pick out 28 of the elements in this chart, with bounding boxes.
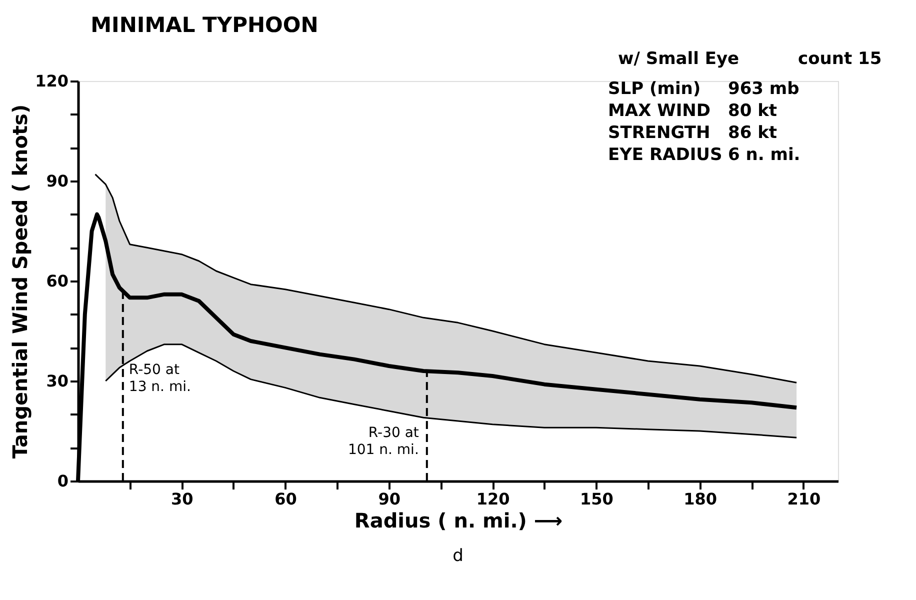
annotation: 80 kt <box>728 101 778 121</box>
x-tick-label: 60 <box>274 490 297 508</box>
y-tick-label: 30 <box>46 372 68 390</box>
x-axis-title: Radius ( n. mi.) ⟶ <box>354 508 563 532</box>
chart-title: MINIMAL TYPHOON <box>90 13 318 37</box>
annotation: 963 mb <box>728 79 800 99</box>
annotation: STRENGTH <box>608 123 710 143</box>
annotation: MAX WIND <box>608 101 711 121</box>
text: w/ Small Eye <box>618 49 740 69</box>
y-tick-label: 0 <box>57 472 68 490</box>
x-tick-label: 180 <box>684 490 718 508</box>
annotation: EYE RADIUS <box>608 145 722 165</box>
x-tick-label: 210 <box>787 490 821 508</box>
y-axis-title: Tangential Wind Speed ( knots) <box>8 104 32 459</box>
annotation: SLP (min) <box>608 79 701 99</box>
x-tick-label: 120 <box>476 490 510 508</box>
ref-line-label: R-30 at 101 n. mi. <box>348 425 420 458</box>
x-tick-label: 90 <box>378 490 401 508</box>
y-tick-label: 120 <box>35 72 68 90</box>
text: count 15 <box>798 49 882 69</box>
x-tick-label: 150 <box>580 490 614 508</box>
ref-line-label: R-50 at 13 n. mi. <box>128 362 191 396</box>
y-tick-label: 60 <box>46 272 68 290</box>
x-tick-label: 30 <box>171 490 194 508</box>
annotation: 86 kt <box>728 123 778 143</box>
y-tick-label: 90 <box>46 172 68 190</box>
text: d <box>452 546 464 566</box>
annotation: 6 n. mi. <box>728 145 800 165</box>
